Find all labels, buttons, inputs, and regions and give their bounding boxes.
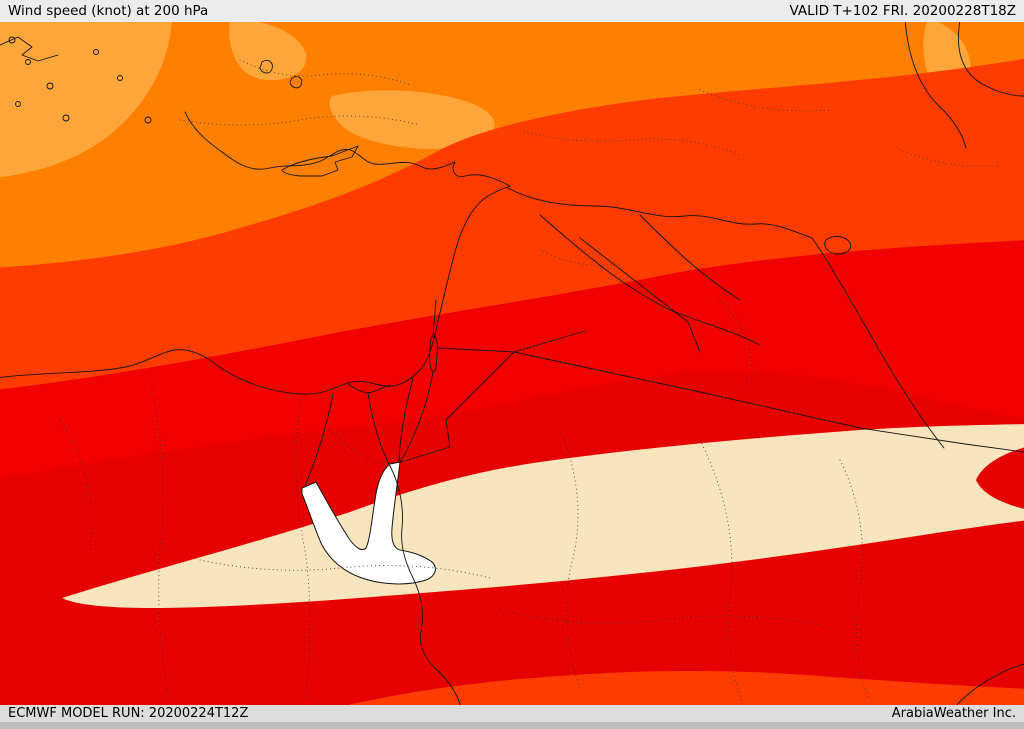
border-northeast-2 <box>958 19 1024 97</box>
dotted-jetband <box>199 559 491 579</box>
border-jordan-saudi <box>400 351 515 463</box>
tigris-river <box>639 214 741 301</box>
cyprus-outline <box>281 145 359 177</box>
dotted-anatolia-1 <box>239 59 411 86</box>
coastline-mediterranean <box>0 185 511 395</box>
band-light-orange-anatolia <box>229 18 307 81</box>
valid-time-label: VALID T+102 FRI. 20200228T18Z <box>789 3 1016 19</box>
dotted-egypt-2 <box>149 379 171 701</box>
dotted-anatolia-2 <box>179 115 421 126</box>
footer-strip <box>0 722 1024 729</box>
border-israel-jordan <box>399 299 437 463</box>
border-syria-iraq <box>579 237 701 353</box>
credit-label: ArabiaWeather Inc. <box>891 706 1016 721</box>
dotted-saudi-2 <box>699 439 746 711</box>
admin-borders-dotted <box>59 59 1001 711</box>
anatolia-lakes <box>259 59 303 89</box>
suez-canal <box>304 393 334 487</box>
border-jordan-iraq <box>513 330 586 353</box>
border-northeast-1 <box>904 19 967 149</box>
country-borders <box>0 19 1024 708</box>
border-iraq-saudi <box>513 351 1024 453</box>
dotted-anatolia-3 <box>519 129 741 156</box>
band-light-orange-coast <box>329 90 495 149</box>
dotted-saudi-1 <box>559 429 581 691</box>
coastline-turkey-south <box>184 111 511 187</box>
dotted-syria <box>539 249 621 267</box>
border-turkey-syria-iraq <box>507 187 813 239</box>
border-egypt-israel <box>398 377 414 462</box>
aegean-islands <box>0 36 152 124</box>
coastline-gulf <box>954 663 1024 708</box>
map-title: Wind speed (knot) at 200 hPa <box>8 3 209 19</box>
band-light-orange-topleft <box>0 18 172 178</box>
nile-river <box>367 392 462 708</box>
border-iran-iraq <box>811 237 945 449</box>
footer-bar: ECMWF MODEL RUN: 20200224T12Z ArabiaWeat… <box>0 705 1024 722</box>
band-red-notch-right <box>976 447 1024 509</box>
header-bar: Wind speed (knot) at 200 hPa VALID T+102… <box>0 0 1024 22</box>
euphrates-river <box>539 214 761 346</box>
band-cream-jet <box>62 424 1024 608</box>
band-white-core <box>301 461 436 585</box>
border-syria-jordan <box>437 347 515 353</box>
lake-van <box>824 236 852 255</box>
model-run-label: ECMWF MODEL RUN: 20200224T12Z <box>8 706 249 721</box>
